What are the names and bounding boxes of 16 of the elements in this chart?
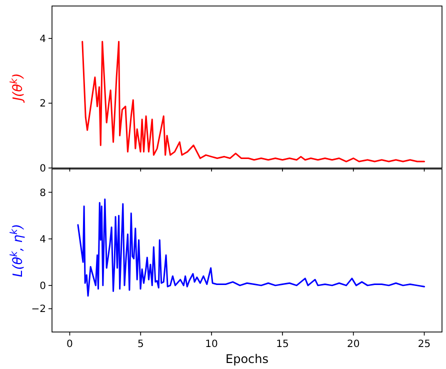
y-tick-label: 4 <box>40 234 46 246</box>
y-tick-label: −2 <box>31 304 46 316</box>
line-series <box>82 40 426 162</box>
x-tick-label: 5 <box>137 339 144 350</box>
x-tick-label: 0 <box>66 339 73 350</box>
x-axis-title: Epochs <box>226 352 268 366</box>
x-tick-label: 15 <box>276 339 289 350</box>
y-tick-label: 4 <box>40 34 46 45</box>
y-tick-label: 0 <box>40 164 46 174</box>
y-tick-label: 2 <box>40 98 46 110</box>
x-tick-label: 20 <box>346 339 360 350</box>
x-tick-label: 10 <box>205 339 218 350</box>
y-tick-label: 8 <box>40 188 46 199</box>
line-series <box>77 198 426 297</box>
x-tick-label: 25 <box>418 339 431 350</box>
y-tick-label: 0 <box>40 280 46 292</box>
